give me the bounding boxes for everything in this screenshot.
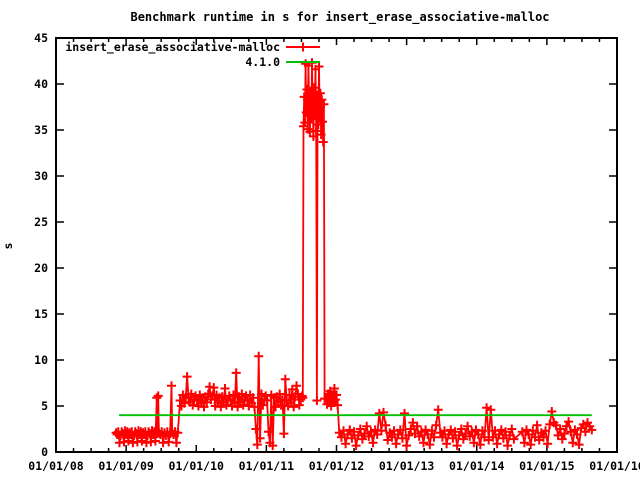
- y-tick-label: 10: [34, 353, 48, 367]
- y-tick-label: 25: [34, 215, 48, 229]
- y-tick-label: 30: [34, 169, 48, 183]
- y-axis-label: s: [1, 243, 15, 250]
- x-tick-label: 01/01/16: [589, 459, 640, 473]
- y-tick-label: 5: [41, 399, 48, 413]
- legend-sample-marker: [298, 42, 308, 52]
- y-tick-label: 20: [34, 261, 48, 275]
- y-tick-label: 35: [34, 123, 48, 137]
- axes: 01/01/08 01/01/09 01/01/10 01/01/11 01/01/12…: [28, 31, 640, 473]
- x-tick-label: 01/01/13: [379, 459, 434, 473]
- x-tick-label: 01/01/08: [28, 459, 83, 473]
- y-tick-label: 40: [34, 77, 48, 91]
- x-tick-label: 01/01/15: [519, 459, 574, 473]
- x-tick-label: 01/01/10: [169, 459, 224, 473]
- x-tick-label: 01/01/14: [449, 459, 504, 473]
- legend-label-2: 4.1.0: [245, 55, 280, 69]
- x-tick-label: 01/01/12: [309, 459, 364, 473]
- series-insert_erase_associative-malloc: [111, 58, 597, 451]
- y-tick-label: 45: [34, 31, 48, 45]
- x-tick-label: 01/01/09: [98, 459, 153, 473]
- chart-title: Benchmark runtime in s for insert_erase_…: [130, 10, 549, 25]
- x-tick-label: 01/01/11: [239, 459, 294, 473]
- plot-border: [55, 37, 618, 453]
- series-markers: [111, 58, 597, 451]
- series-line: [115, 62, 593, 446]
- y-tick-label: 15: [34, 307, 48, 321]
- legend-label-1: insert_erase_associative-malloc: [65, 40, 280, 55]
- y-tick-label: 0: [41, 445, 48, 459]
- data-series: [111, 58, 597, 451]
